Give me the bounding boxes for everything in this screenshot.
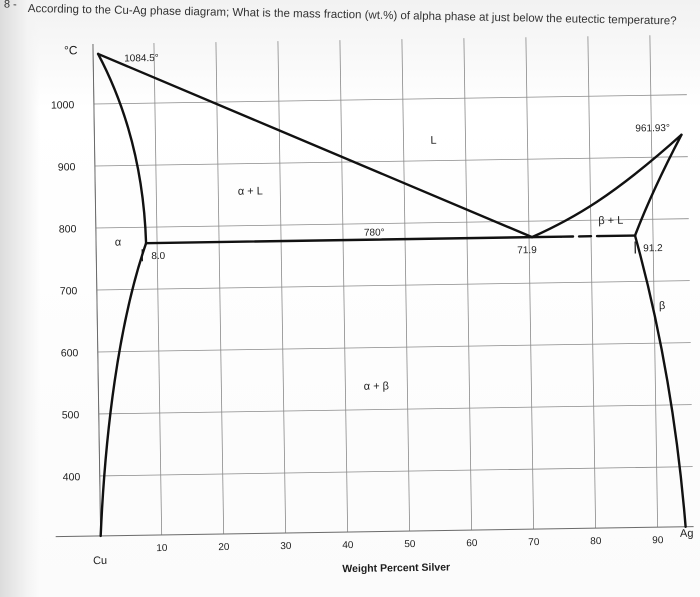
beta-max-solubility-label: 91.2 (643, 243, 663, 254)
eutectic-isotherm-right (597, 234, 637, 238)
y-tick-400: 400 (63, 471, 81, 483)
x-axis-title: Weight Percent Silver (342, 561, 450, 575)
x-tick-40: 40 (342, 540, 354, 551)
photo-shadow-edge (0, 0, 40, 597)
beta-solidus-line (633, 133, 683, 237)
x-tick-80: 80 (590, 536, 602, 547)
alpha-max-solubility-label: 8.0 (151, 251, 166, 262)
y-tick-700: 700 (60, 285, 78, 297)
gridline-y-400 (99, 466, 693, 477)
region-label-beta-liquid: β + L (598, 215, 623, 227)
gridline-y-800 (95, 218, 689, 229)
y-tick-800: 800 (59, 223, 77, 235)
diagram-frame-group: 1000 900 800 700 600 500 400 °C 10 20 30… (51, 35, 694, 576)
gridline-y-1000 (93, 94, 687, 105)
grid-lines (55, 35, 694, 538)
y-unit-label: °C (64, 43, 78, 57)
alpha-liquidus-line (96, 52, 534, 239)
beta-liquidus-line (530, 133, 683, 239)
gridline-y-900 (94, 156, 688, 167)
gridline-y-500 (98, 404, 692, 415)
region-label-beta: β (659, 300, 666, 312)
x-tick-20: 20 (218, 542, 230, 553)
eutectic-isotherm (144, 235, 563, 245)
eutectic-temperature-label: 780° (364, 227, 385, 238)
x-tick-labels: 10 20 30 40 50 60 70 80 90 Cu Ag Weight … (93, 528, 694, 576)
y-tick-600: 600 (61, 347, 79, 359)
alpha-solidus-line (96, 52, 148, 245)
region-label-alpha-beta: α + β (364, 380, 389, 392)
y-tick-labels: 1000 900 800 700 600 500 400 °C (51, 43, 81, 483)
region-labels: L α + L β + L α β α + β (115, 135, 666, 393)
x-tick-30: 30 (280, 541, 292, 552)
eutectic-isotherm-dashed (559, 234, 601, 238)
y-tick-1000: 1000 (51, 99, 75, 111)
region-label-alpha-liquid: α + L (238, 185, 263, 197)
x-tick-50: 50 (404, 539, 416, 550)
cu-melting-point-label: 1084.5° (124, 53, 159, 65)
eutectic-composition-label: 71.9 (517, 245, 537, 256)
alpha-solvus-line (99, 241, 148, 538)
x-end-label-cu: Cu (93, 555, 107, 567)
gridline-y-600 (97, 342, 691, 353)
gridline-y-700 (96, 280, 690, 291)
x-tick-60: 60 (466, 538, 478, 549)
region-label-liquid: L (430, 135, 436, 147)
x-tick-90: 90 (652, 535, 664, 546)
x-axis-baseline (55, 526, 694, 538)
x-end-label-ag: Ag (680, 528, 694, 540)
ag-melting-point-label: 961.93° (635, 123, 670, 135)
region-label-alpha: α (115, 237, 122, 249)
y-axis-line (92, 43, 102, 536)
y-tick-500: 500 (62, 409, 80, 421)
phase-boundaries (96, 52, 687, 538)
y-tick-900: 900 (58, 161, 76, 173)
x-tick-70: 70 (528, 537, 540, 548)
x-tick-10: 10 (156, 543, 168, 554)
beta-solvus-line (633, 234, 687, 528)
point-labels: 1084.5° 961.93° 780° 8.0 71.9 91.2 (124, 53, 670, 262)
